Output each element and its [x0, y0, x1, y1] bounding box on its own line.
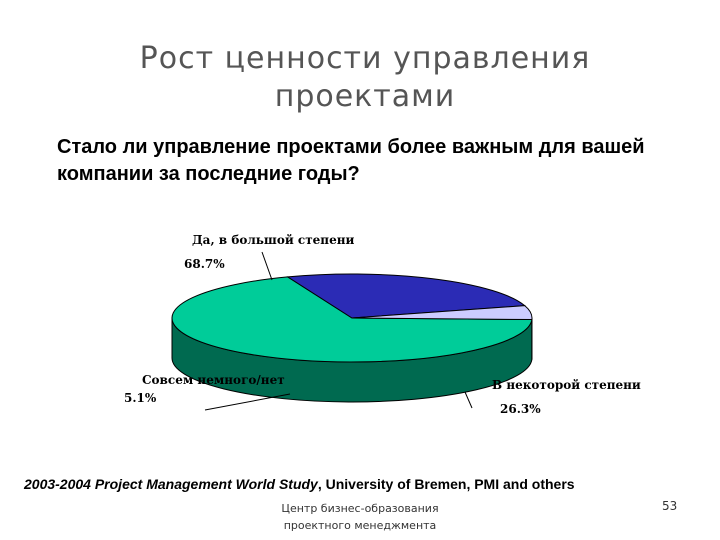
slice-value-nemnogo: 5.1%: [124, 391, 157, 405]
footer-line-2: проектного менеджмента: [283, 519, 437, 532]
leader-line-da: [261, 251, 273, 281]
source-organizations: , University of Bremen, PMI and others: [317, 476, 575, 492]
slice-label-nekotoroy: В некоторой степени: [492, 378, 641, 392]
pie-slice-nemnogo: [351, 305, 533, 321]
slice-label-da: Да, в большой степени: [192, 233, 354, 247]
survey-question: Стало ли управление проектами более важн…: [57, 136, 645, 185]
pie-leaders: [204, 251, 473, 411]
leader-line-nekotoroy: [464, 391, 473, 409]
slice-label-nemnogo: Совсем немного/нет: [142, 373, 285, 387]
slide-title: Рост ценности управления проектами: [139, 41, 591, 114]
pie-slice-da: [171, 276, 533, 363]
source-study-name: 2003-2004 Project Management World Study: [24, 476, 318, 492]
footer-line-1: Центр бизнес-образования: [281, 502, 439, 515]
source-citation: 2003-2004 Project Management World Study…: [24, 476, 575, 492]
page-number: 53: [662, 499, 678, 513]
footer-organization: Центр бизнес-образования проектного мене…: [230, 500, 490, 534]
slice-value-nekotoroy: 26.3%: [500, 402, 541, 416]
pie-slice-nekotoroy: [286, 273, 527, 319]
leader-line-nemnogo: [204, 393, 291, 411]
pie-tops: [171, 273, 533, 363]
slice-value-da: 68.7%: [184, 257, 225, 271]
